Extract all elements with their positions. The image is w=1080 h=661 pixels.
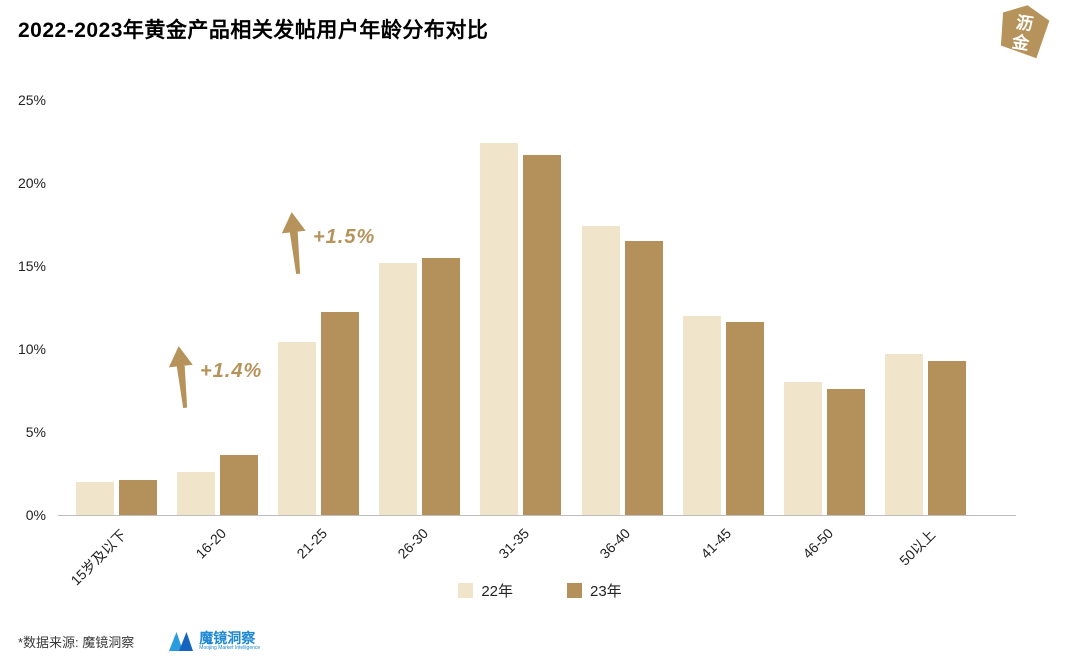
bar-23年-46-50[interactable] xyxy=(826,388,865,515)
annotation-text: +1.4% xyxy=(200,360,263,382)
bar-23年-15岁及以下[interactable] xyxy=(119,480,158,515)
x-tick-label: 46-50 xyxy=(799,525,836,562)
bar-group-16-20: 16-20 xyxy=(167,100,268,562)
lijin-brand-logo: 沥 金 xyxy=(1000,5,1050,59)
x-tick-label: 21-25 xyxy=(293,525,331,562)
moojing-m-icon xyxy=(169,632,194,651)
bar-23年-31-35[interactable] xyxy=(523,154,562,515)
bar-group-46-50: 46-50 xyxy=(774,100,875,562)
bar-22年-50以上[interactable] xyxy=(884,353,923,515)
bar-23年-41-45[interactable] xyxy=(725,322,764,515)
bar-group-50以上: 50以上 xyxy=(875,100,976,569)
data-source-note: *数据来源: 魔镜洞察 xyxy=(18,634,135,650)
bar-group-26-30: 26-30 xyxy=(369,100,470,562)
legend-label: 23年 xyxy=(590,583,622,600)
up-arrow-icon xyxy=(168,346,193,409)
bar-22年-36-40[interactable] xyxy=(581,226,620,515)
y-tick-label: 5% xyxy=(25,424,46,440)
legend-swatch xyxy=(458,583,474,598)
chart-area: 0% 5% 10% 15% 20% 25% 15岁及以下 16-20 21-25 26-30 31… xyxy=(18,92,1016,588)
legend-item-23年[interactable]: 23年 xyxy=(567,580,622,601)
bar-group-21-25: 21-25 xyxy=(268,100,369,562)
x-tick-label: 31-35 xyxy=(495,525,533,562)
logo-char-bottom: 金 xyxy=(1010,31,1032,54)
logo-char-top: 沥 xyxy=(1015,13,1035,34)
legend: 22年 23年 xyxy=(0,580,1080,601)
bar-23年-16-20[interactable] xyxy=(220,455,259,515)
x-tick-label: 16-20 xyxy=(192,525,229,562)
plot-area: 15岁及以下 16-20 21-25 26-30 31-35 36-40 41-45 46-5… xyxy=(66,100,976,588)
bar-22年-21-25[interactable] xyxy=(278,342,317,515)
bar-group-15岁及以下: 15岁及以下 xyxy=(66,100,167,588)
bar-22年-16-20[interactable] xyxy=(177,471,216,515)
bar-group-36-40: 36-40 xyxy=(572,100,673,562)
y-tick-label: 0% xyxy=(25,507,46,523)
bar-23年-50以上[interactable] xyxy=(927,360,966,515)
y-axis: 0% 5% 10% 15% 20% 25% xyxy=(6,92,52,523)
annotation-increase-21-25: +1.5% xyxy=(281,212,375,276)
bar-22年-41-45[interactable] xyxy=(682,315,721,515)
x-tick-label: 26-30 xyxy=(394,525,432,562)
x-tick-label: 50以上 xyxy=(896,526,939,569)
annotation-increase-16-20: +1.4% xyxy=(168,346,262,410)
bar-23年-26-30[interactable] xyxy=(422,257,461,515)
bar-22年-15岁及以下[interactable] xyxy=(76,481,115,515)
gem-shape-icon xyxy=(1000,5,1050,59)
y-tick-label: 20% xyxy=(17,175,46,191)
chart-title: 2022-2023年黄金产品相关发帖用户年龄分布对比 xyxy=(18,19,489,42)
y-tick-label: 15% xyxy=(17,258,46,274)
y-tick-label: 25% xyxy=(17,92,46,108)
moojing-name: 魔镜洞察 xyxy=(199,629,256,646)
legend-label: 22年 xyxy=(481,583,513,600)
legend-item-22年[interactable]: 22年 xyxy=(458,580,513,601)
moojing-tagline: Moojing Market Intelligence xyxy=(199,644,261,651)
bar-23年-36-40[interactable] xyxy=(624,241,663,515)
legend-swatch xyxy=(567,583,582,598)
bar-22年-26-30[interactable] xyxy=(379,262,418,515)
bar-group-41-45: 41-45 xyxy=(673,100,774,562)
y-tick-label: 10% xyxy=(17,341,46,357)
bar-22年-31-35[interactable] xyxy=(480,143,519,515)
bar-group-31-35: 31-35 xyxy=(470,100,571,562)
annotation-text: +1.5% xyxy=(313,226,376,248)
up-arrow-icon xyxy=(281,212,306,275)
x-tick-label: 41-45 xyxy=(697,525,735,562)
bar-23年-21-25[interactable] xyxy=(321,312,360,515)
x-tick-label: 36-40 xyxy=(596,525,634,562)
bar-22年-46-50[interactable] xyxy=(783,382,822,515)
footer: *数据来源: 魔镜洞察 魔镜洞察 Moojing Market Intellig… xyxy=(18,629,260,653)
moojing-logo: 魔镜洞察 Moojing Market Intelligence xyxy=(168,629,260,653)
